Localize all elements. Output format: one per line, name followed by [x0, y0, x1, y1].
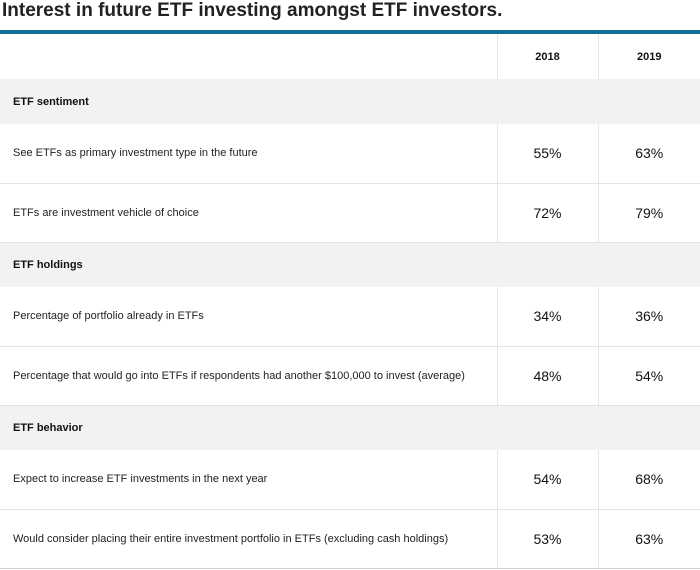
- value-2018: 53%: [496, 509, 598, 569]
- section-row-holdings: ETF holdings: [0, 242, 700, 287]
- section-label: ETF sentiment: [0, 79, 700, 124]
- row-label: Percentage of portfolio already in ETFs: [0, 287, 497, 347]
- etf-table: 2018 2019 ETF sentiment See ETFs as prim…: [0, 34, 700, 569]
- table-row: Percentage that would go into ETFs if re…: [0, 346, 700, 406]
- value-2018: 48%: [496, 346, 598, 406]
- column-header-2018: 2018: [496, 34, 598, 79]
- row-label: ETFs are investment vehicle of choice: [0, 183, 497, 243]
- section-label: ETF holdings: [0, 242, 700, 287]
- column-header-2019: 2019: [597, 34, 700, 79]
- table-row: Would consider placing their entire inve…: [0, 509, 700, 569]
- title-divider: [0, 30, 700, 34]
- value-2018: 55%: [496, 124, 598, 184]
- row-label: Expect to increase ETF investments in th…: [0, 450, 497, 510]
- table-row: ETFs are investment vehicle of choice 72…: [0, 183, 700, 243]
- value-2019: 68%: [597, 450, 700, 510]
- row-label: Percentage that would go into ETFs if re…: [0, 346, 497, 406]
- header-empty-cell: [0, 34, 497, 79]
- table-row: See ETFs as primary investment type in t…: [0, 124, 700, 184]
- row-label: See ETFs as primary investment type in t…: [0, 124, 497, 184]
- value-2019: 79%: [597, 183, 700, 243]
- section-label: ETF behavior: [0, 405, 700, 450]
- page-title: Interest in future ETF investing amongst…: [2, 0, 503, 21]
- value-2019: 63%: [597, 124, 700, 184]
- row-label: Would consider placing their entire inve…: [0, 509, 497, 569]
- value-2019: 54%: [597, 346, 700, 406]
- value-2019: 36%: [597, 287, 700, 347]
- table-row: Expect to increase ETF investments in th…: [0, 450, 700, 510]
- value-2018: 72%: [496, 183, 598, 243]
- table-row: Percentage of portfolio already in ETFs …: [0, 287, 700, 347]
- value-2019: 63%: [597, 509, 700, 569]
- value-2018: 34%: [496, 287, 598, 347]
- value-2018: 54%: [496, 450, 598, 510]
- section-row-behavior: ETF behavior: [0, 405, 700, 450]
- table-header-row: 2018 2019: [0, 34, 700, 79]
- section-row-sentiment: ETF sentiment: [0, 79, 700, 124]
